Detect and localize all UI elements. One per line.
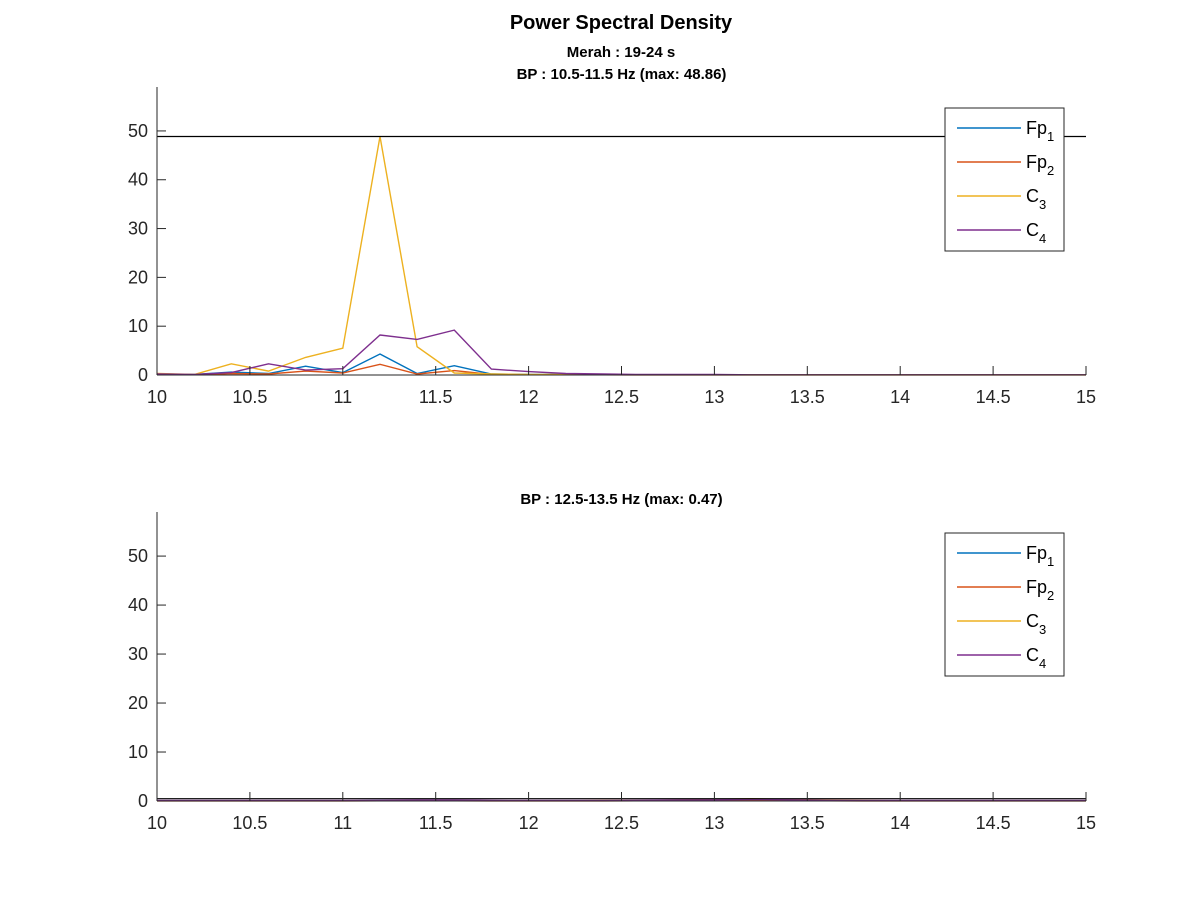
subplot-title: BP : 12.5-13.5 Hz (max: 0.47) <box>520 491 722 508</box>
legend-label-c4: C4 <box>1026 220 1046 246</box>
subplot-title: BP : 10.5-11.5 Hz (max: 48.86) <box>517 66 727 83</box>
y-tick-label: 0 <box>138 791 148 811</box>
legend-label-fp1: Fp1 <box>1026 543 1054 569</box>
x-tick-label: 13 <box>704 387 724 407</box>
x-tick-label: 12.5 <box>604 813 639 833</box>
x-tick-label: 14 <box>890 387 910 407</box>
y-tick-label: 40 <box>128 595 148 615</box>
x-tick-label: 10.5 <box>232 813 267 833</box>
y-tick-label: 50 <box>128 121 148 141</box>
legend-box <box>944 532 1065 677</box>
y-tick-label: 20 <box>128 693 148 713</box>
x-tick-label: 11.5 <box>419 387 453 407</box>
legend: Fp1 Fp2 C3 C4 <box>944 107 1065 252</box>
legend-label-fp2: Fp2 <box>1026 577 1054 603</box>
y-tick-label: 20 <box>128 267 148 287</box>
x-tick-label: 11 <box>333 387 352 407</box>
y-tick-label: 10 <box>128 316 148 336</box>
legend-label-c3: C3 <box>1026 611 1046 637</box>
legend-label-c4: C4 <box>1026 645 1046 671</box>
x-tick-label: 14.5 <box>976 813 1011 833</box>
legend-label-fp1: Fp1 <box>1026 118 1054 144</box>
x-tick-label: 12 <box>519 813 539 833</box>
x-tick-label: 10 <box>147 387 167 407</box>
figure-title: Power Spectral Density <box>510 12 733 34</box>
x-tick-label: 15 <box>1076 387 1096 407</box>
y-tick-label: 10 <box>128 742 148 762</box>
x-tick-label: 13 <box>704 813 724 833</box>
subplot-top: BP : 10.5-11.5 Hz (max: 48.86) 10 10.5 11 11… <box>128 66 1096 407</box>
subplot-bottom: BP : 12.5-13.5 Hz (max: 0.47) 10 10.5 11 11.… <box>128 491 1096 833</box>
legend-box <box>944 107 1065 252</box>
legend: Fp1 Fp2 C3 C4 <box>944 532 1065 677</box>
x-tick-label: 10 <box>147 813 167 833</box>
x-tick-label: 13.5 <box>790 813 825 833</box>
legend-label-c3: C3 <box>1026 186 1046 212</box>
x-tick-label: 14 <box>890 813 910 833</box>
y-tick-label: 30 <box>128 219 148 239</box>
x-tick-label: 12 <box>519 387 539 407</box>
legend-label-fp2: Fp2 <box>1026 152 1054 178</box>
y-tick-label: 30 <box>128 644 148 664</box>
x-tick-label: 12.5 <box>604 387 639 407</box>
y-tick-label: 0 <box>138 365 148 385</box>
figure-subtitle: Merah : 19-24 s <box>567 44 675 61</box>
y-tick-label: 50 <box>128 546 148 566</box>
x-tick-label: 11.5 <box>419 813 453 833</box>
x-tick-label: 15 <box>1076 813 1096 833</box>
x-tick-label: 11 <box>333 813 352 833</box>
x-tick-label: 13.5 <box>790 387 825 407</box>
y-tick-label: 40 <box>128 170 148 190</box>
x-tick-label: 10.5 <box>232 387 267 407</box>
x-tick-label: 14.5 <box>976 387 1011 407</box>
